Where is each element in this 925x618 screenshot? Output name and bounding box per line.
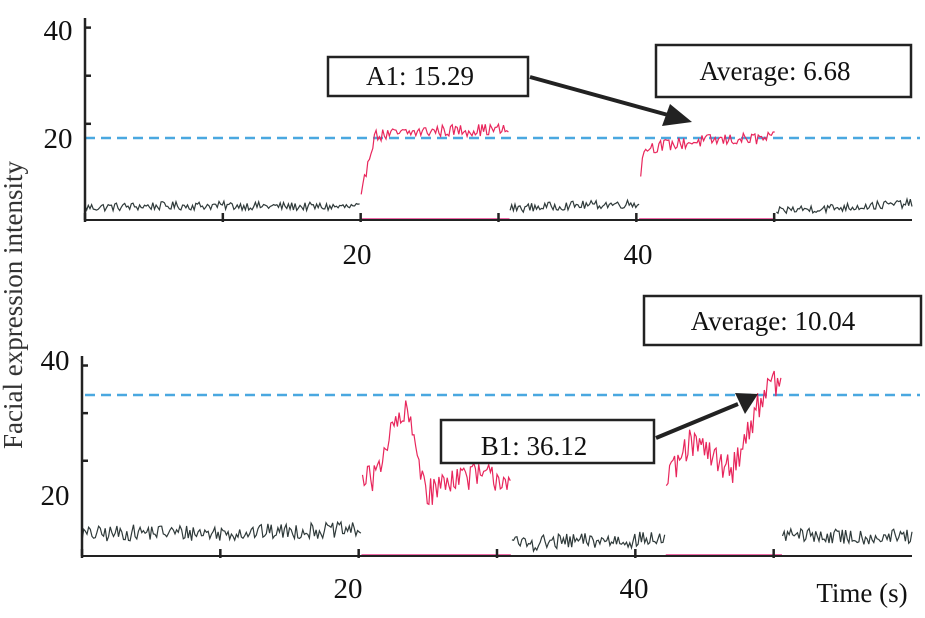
bottom-ticks-group — [80, 364, 775, 558]
annotation-avg-top: Average: 6.68 — [654, 43, 913, 99]
bottom-baseline-segment-0 — [81, 520, 362, 542]
annotation-b1-box — [439, 418, 656, 465]
x-axis-label: Time (s) — [816, 578, 907, 608]
annotation-a1-label: A1: 15.29 — [366, 61, 474, 91]
arrow-a1 — [529, 75, 692, 126]
bottom-x-tick-label-20: 20 — [334, 573, 363, 605]
bottom-baseline-segment-2 — [781, 526, 913, 545]
annotation-a1: A1: 15.29 — [326, 55, 530, 98]
top-baseline-segment-2 — [776, 196, 913, 215]
top-active-segment-0 — [360, 122, 509, 195]
top-active-segment-1 — [640, 130, 775, 177]
annotation-b1-label: B1: 36.12 — [481, 431, 588, 461]
top-baseline-segment-0 — [84, 199, 360, 213]
annotation-a1-box — [326, 55, 530, 98]
arrow-b1 — [655, 393, 758, 440]
bottom-baseline-segment-1 — [511, 531, 666, 553]
bottom-x-tick-label-40: 40 — [620, 573, 649, 605]
top-baseline-segment-1 — [509, 198, 640, 214]
annotation-b1: B1: 36.12 — [439, 418, 656, 465]
top-x-tick-label-20: 20 — [343, 239, 372, 271]
top-ticks-group — [83, 26, 776, 222]
bottom-y-tick-label-40: 40 — [41, 345, 70, 377]
annotation-avg-top-box — [654, 43, 913, 99]
top-series-group — [84, 122, 913, 220]
y-axis-label: Facial expression intensity — [0, 161, 28, 449]
bottom-active-segment-1 — [665, 370, 782, 486]
top-y-tick-label-40: 40 — [44, 15, 73, 47]
top-y-tick-label-20: 20 — [44, 123, 73, 155]
top-panel: 40 20 20 40 A1: 15.29 Average: 6.68 — [44, 15, 920, 271]
annotation-avg-bottom-box — [642, 294, 923, 347]
top-x-tick-label-40: 40 — [624, 239, 653, 271]
annotation-avg-top-label: Average: 6.68 — [700, 56, 851, 86]
annotation-avg-bottom: Average: 10.04 — [642, 294, 923, 347]
bottom-panel: 40 20 20 40 Time (s) B1: 36.12 Average: … — [41, 294, 923, 608]
bottom-y-tick-label-20: 20 — [41, 480, 70, 512]
bottom-active-segment-0 — [361, 400, 511, 506]
annotation-avg-bottom-label: Average: 10.04 — [691, 306, 856, 336]
